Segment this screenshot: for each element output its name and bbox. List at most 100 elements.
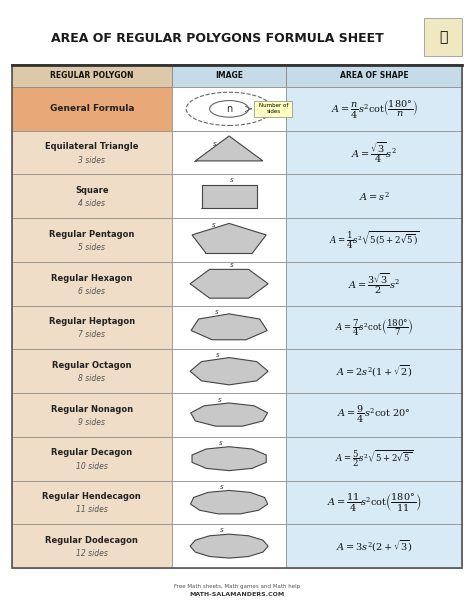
- Bar: [12, 481, 172, 524]
- Text: AREA OF SHAPE: AREA OF SHAPE: [340, 72, 409, 80]
- Bar: [286, 87, 462, 131]
- Text: s: s: [219, 440, 222, 446]
- Text: Regular Nonagon: Regular Nonagon: [51, 405, 133, 414]
- Bar: [172, 262, 286, 306]
- Text: Regular Dodecagon: Regular Dodecagon: [46, 536, 138, 545]
- Text: REGULAR POLYGON: REGULAR POLYGON: [50, 72, 134, 80]
- Polygon shape: [195, 136, 263, 161]
- Text: 8 sides: 8 sides: [78, 374, 105, 383]
- Text: 🏫: 🏫: [439, 30, 447, 44]
- Text: 4 sides: 4 sides: [78, 199, 105, 208]
- Text: Regular Pentagon: Regular Pentagon: [49, 230, 135, 239]
- Text: $A = \dfrac{9}{4}s^2\mathrm{cot}\ 20°$: $A = \dfrac{9}{4}s^2\mathrm{cot}\ 20°$: [337, 405, 411, 425]
- Text: $A = \dfrac{11}{4}s^2 \mathrm{cot}\left(\dfrac{180°}{11}\right)$: $A = \dfrac{11}{4}s^2 \mathrm{cot}\left(…: [327, 492, 421, 514]
- Text: $A = 2s^2(1+\sqrt{2})$: $A = 2s^2(1+\sqrt{2})$: [336, 364, 413, 379]
- Bar: [12, 87, 172, 131]
- Text: s: s: [216, 352, 220, 358]
- Bar: [286, 131, 462, 175]
- Bar: [172, 87, 286, 131]
- Bar: [172, 131, 286, 175]
- Bar: [12, 65, 462, 568]
- Text: Regular Decagon: Regular Decagon: [51, 449, 132, 457]
- Bar: [12, 437, 172, 481]
- Bar: [286, 65, 462, 87]
- Text: Regular Heptagon: Regular Heptagon: [49, 318, 135, 326]
- Text: $A = s^2$: $A = s^2$: [359, 190, 390, 203]
- Text: s: s: [213, 141, 217, 147]
- Bar: [12, 131, 172, 175]
- Text: MATH-SALAMANDERS.COM: MATH-SALAMANDERS.COM: [190, 592, 284, 597]
- Text: $A = \dfrac{\sqrt{3}}{4}s^2$: $A = \dfrac{\sqrt{3}}{4}s^2$: [351, 140, 397, 165]
- Bar: [286, 306, 462, 349]
- Bar: [12, 393, 172, 437]
- Text: Equilateral Triangle: Equilateral Triangle: [45, 142, 138, 151]
- Bar: [172, 65, 286, 87]
- Bar: [12, 262, 172, 306]
- Bar: [172, 524, 286, 568]
- Bar: [172, 175, 286, 218]
- Text: $A = \dfrac{n}{4}s^2\mathrm{cot}\left(\dfrac{180°}{n}\right)$: $A = \dfrac{n}{4}s^2\mathrm{cot}\left(\d…: [331, 98, 418, 120]
- Text: Number of
sides: Number of sides: [259, 104, 288, 114]
- Text: 12 sides: 12 sides: [76, 549, 108, 558]
- Polygon shape: [190, 534, 268, 558]
- Text: $A = \dfrac{1}{4}s^2\sqrt{5(5+2\sqrt{5})}$: $A = \dfrac{1}{4}s^2\sqrt{5(5+2\sqrt{5})…: [329, 229, 419, 251]
- Text: n: n: [226, 104, 232, 114]
- Text: 6 sides: 6 sides: [78, 287, 105, 295]
- Polygon shape: [191, 403, 267, 426]
- Bar: [12, 65, 172, 87]
- Bar: [172, 393, 286, 437]
- Text: s: s: [211, 222, 215, 227]
- Bar: [12, 524, 172, 568]
- Text: $A = \dfrac{5}{2}s^2\sqrt{5+2\sqrt{5}}$: $A = \dfrac{5}{2}s^2\sqrt{5+2\sqrt{5}}$: [335, 448, 413, 469]
- Ellipse shape: [210, 101, 249, 117]
- Text: General Formula: General Formula: [50, 104, 134, 113]
- Bar: [424, 18, 462, 56]
- Polygon shape: [190, 357, 268, 385]
- Bar: [12, 306, 172, 349]
- Text: s: s: [219, 484, 223, 490]
- Text: 9 sides: 9 sides: [78, 418, 105, 427]
- Bar: [12, 218, 172, 262]
- Bar: [172, 481, 286, 524]
- Bar: [286, 481, 462, 524]
- Bar: [172, 437, 286, 481]
- Text: Square: Square: [75, 186, 109, 195]
- Bar: [286, 218, 462, 262]
- Text: Regular Octagon: Regular Octagon: [52, 361, 132, 370]
- Ellipse shape: [186, 92, 272, 126]
- Text: 3 sides: 3 sides: [78, 156, 105, 164]
- Polygon shape: [191, 314, 267, 340]
- Text: AREA OF REGULAR POLYGONS FORMULA SHEET: AREA OF REGULAR POLYGONS FORMULA SHEET: [51, 32, 383, 45]
- Text: 5 sides: 5 sides: [78, 243, 105, 252]
- Text: Regular Hendecagon: Regular Hendecagon: [43, 492, 141, 501]
- Bar: [172, 349, 286, 393]
- Bar: [286, 437, 462, 481]
- Text: s: s: [230, 262, 234, 268]
- Polygon shape: [192, 447, 266, 471]
- Bar: [286, 349, 462, 393]
- Bar: [12, 349, 172, 393]
- Polygon shape: [190, 269, 268, 298]
- Bar: [172, 218, 286, 262]
- Text: $A = \dfrac{7}{4}s^2 \mathrm{cot}\left(\dfrac{180°}{7}\right)$: $A = \dfrac{7}{4}s^2 \mathrm{cot}\left(\…: [335, 317, 414, 338]
- Text: s: s: [218, 397, 221, 403]
- Text: 11 sides: 11 sides: [76, 505, 108, 514]
- Text: $A = \dfrac{3\sqrt{3}}{2}s^2$: $A = \dfrac{3\sqrt{3}}{2}s^2$: [348, 272, 401, 296]
- Polygon shape: [201, 185, 257, 208]
- Text: Free Math sheets, Math games and Math help: Free Math sheets, Math games and Math he…: [174, 584, 300, 589]
- Bar: [286, 393, 462, 437]
- Text: $A = 3s^2(2+\sqrt{3})$: $A = 3s^2(2+\sqrt{3})$: [336, 538, 413, 554]
- Text: Regular Hexagon: Regular Hexagon: [51, 273, 133, 283]
- Text: 10 sides: 10 sides: [76, 462, 108, 471]
- Bar: [286, 262, 462, 306]
- Polygon shape: [191, 490, 268, 514]
- Bar: [172, 306, 286, 349]
- Text: s: s: [215, 309, 219, 315]
- Text: IMAGE: IMAGE: [215, 72, 243, 80]
- Polygon shape: [192, 223, 266, 254]
- Bar: [286, 524, 462, 568]
- Text: s: s: [230, 177, 234, 183]
- Bar: [255, 101, 292, 117]
- Text: 7 sides: 7 sides: [78, 330, 105, 340]
- Bar: [286, 175, 462, 218]
